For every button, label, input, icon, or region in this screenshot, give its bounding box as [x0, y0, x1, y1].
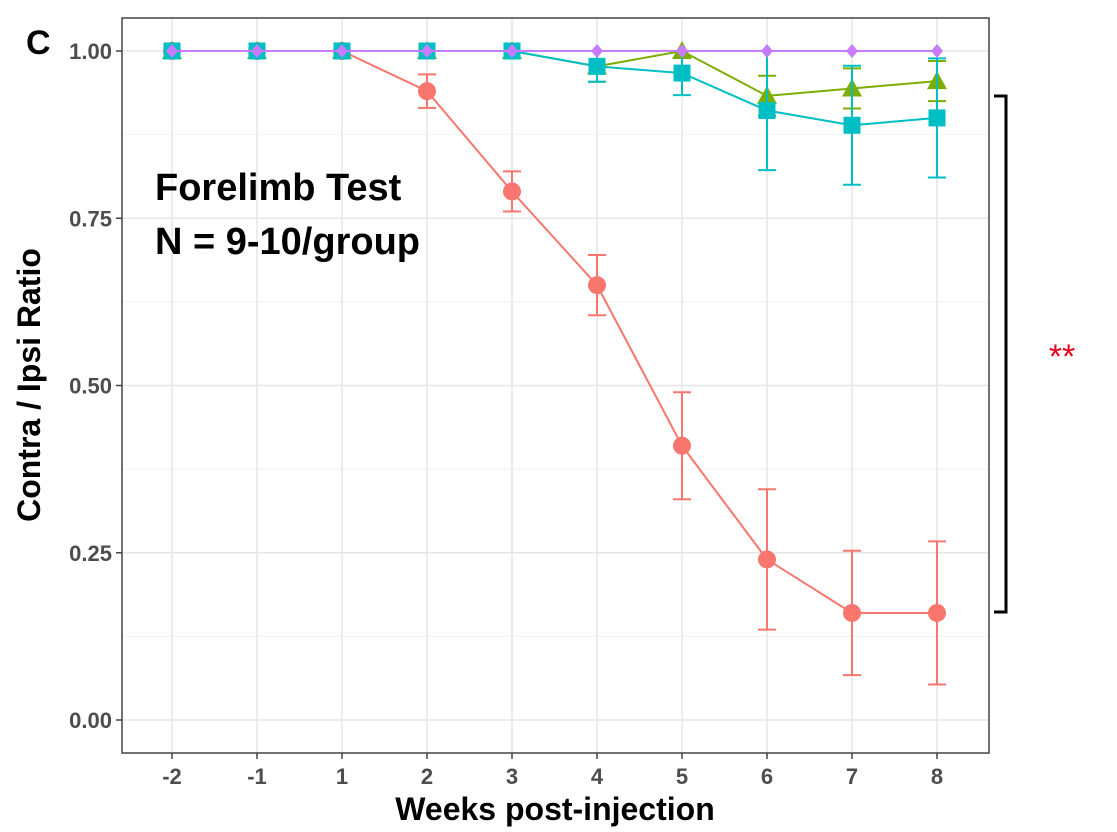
significance-marker: ** — [1049, 338, 1075, 376]
significance-bracket — [994, 94, 1008, 614]
data-point — [758, 550, 776, 569]
data-point — [846, 44, 858, 58]
data-point — [588, 276, 606, 295]
annotation-sample-size: N = 9-10/group — [155, 221, 420, 263]
x-tick-label: 1 — [336, 764, 348, 789]
panel-label: C — [26, 24, 51, 62]
data-point — [843, 116, 861, 134]
data-point — [758, 102, 776, 120]
data-point — [506, 44, 518, 58]
data-point — [761, 44, 773, 58]
y-tick-label: 0.00 — [69, 708, 112, 733]
data-point — [673, 64, 691, 82]
grid-lines — [122, 18, 989, 753]
data-point — [928, 603, 946, 622]
x-tick-label: 6 — [761, 764, 773, 789]
x-tick-label: 8 — [931, 764, 943, 789]
y-tick-label: 0.25 — [69, 541, 112, 566]
x-tick-label: 2 — [421, 764, 433, 789]
data-point — [928, 109, 946, 127]
data-point — [673, 436, 691, 455]
data-point — [418, 82, 436, 101]
y-tick-label: 0.50 — [69, 374, 112, 399]
data-point — [591, 44, 603, 58]
series-diamond — [166, 44, 943, 58]
series-layer — [162, 41, 947, 686]
data-point — [251, 44, 263, 58]
data-point — [421, 44, 433, 58]
y-tick-label: 1.00 — [69, 39, 112, 64]
y-tick-label: 0.75 — [69, 206, 112, 231]
data-point — [843, 603, 861, 622]
x-tick-label: 7 — [846, 764, 858, 789]
x-tick-label: 5 — [676, 764, 688, 789]
data-point — [588, 57, 606, 75]
x-tick-label: -1 — [247, 764, 267, 789]
data-point — [336, 44, 348, 58]
data-point — [931, 44, 943, 58]
x-tick-label: 3 — [506, 764, 518, 789]
data-point — [503, 182, 521, 201]
axis-ticks: 0.00 0.25 0.50 0.75 1.00 -2 -1 1 2 3 4 5 6 7 8 — [69, 39, 943, 789]
y-axis-title: Contra / Ipsi Ratio — [11, 248, 47, 522]
x-axis-title: Weeks post-injection — [395, 791, 714, 827]
data-point — [676, 44, 688, 58]
data-point — [166, 44, 178, 58]
x-tick-label: -2 — [162, 764, 182, 789]
annotation-title: Forelimb Test — [155, 167, 402, 209]
x-tick-label: 4 — [591, 764, 604, 789]
